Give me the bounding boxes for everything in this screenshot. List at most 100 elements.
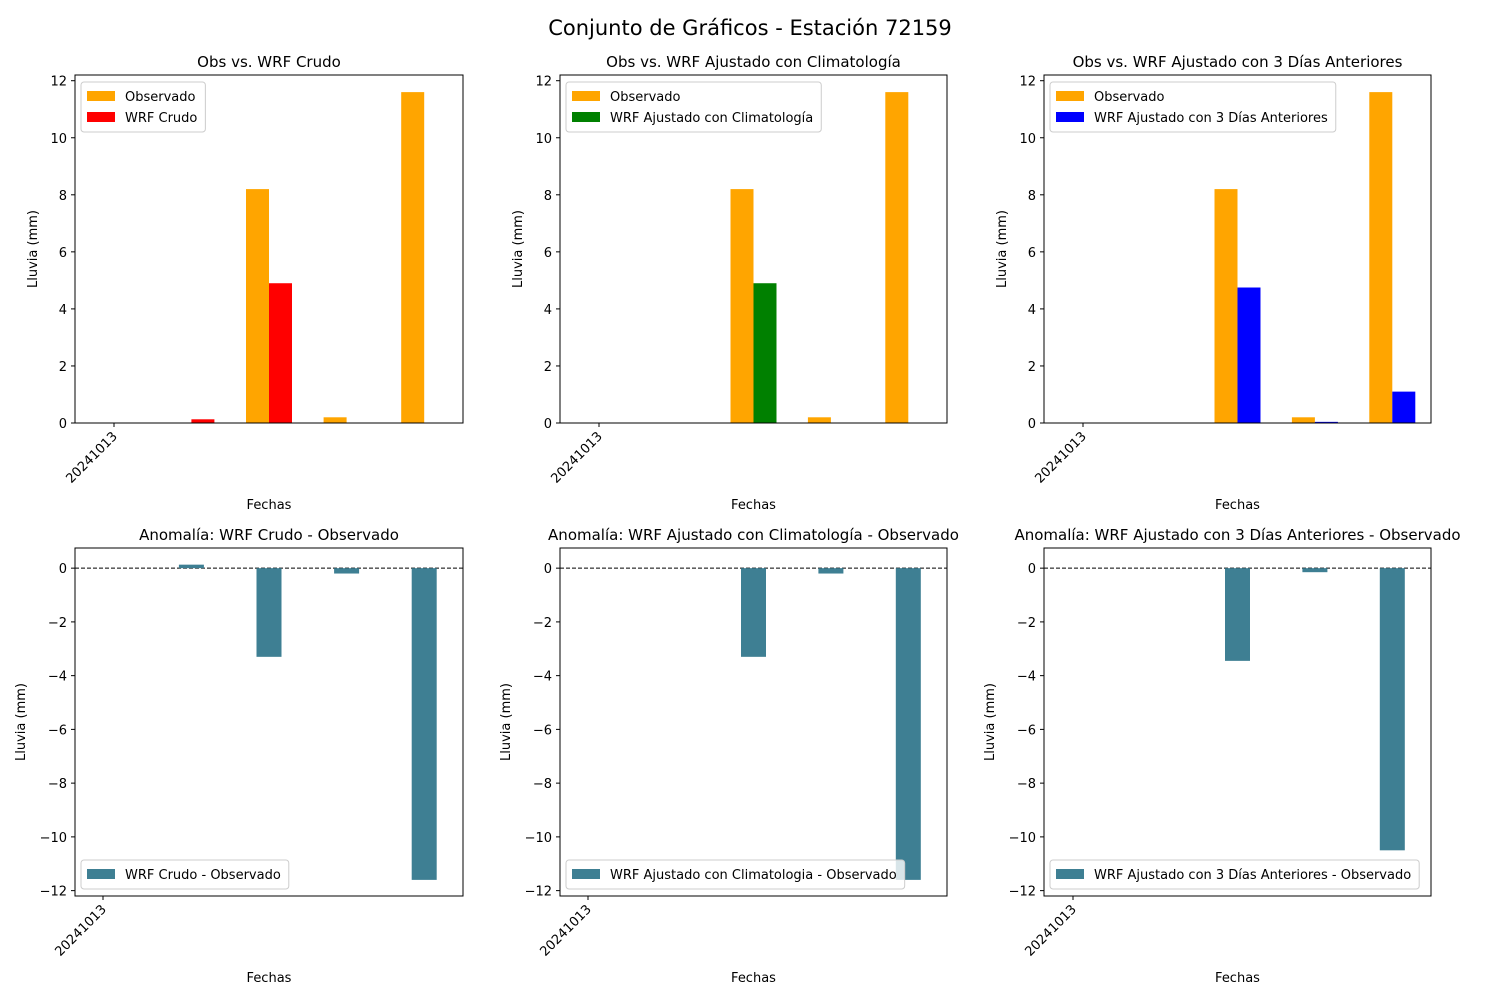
- bar-observado-5: [401, 92, 425, 424]
- legend-swatch: [87, 869, 115, 879]
- x-tick-label: 20241013: [537, 902, 594, 959]
- bar-observado-3: [730, 189, 754, 423]
- bar-wrf-ajustado-con-3-d-as-anteriores-observado-5: [1379, 568, 1405, 851]
- bar-wrf-ajustado-con-3-d-as-anteriores-observado-4: [1302, 568, 1328, 573]
- legend-swatch: [1056, 91, 1084, 101]
- bar-wrf-ajustado-con-3-d-as-anteriores-observado-3: [1225, 568, 1250, 661]
- bar-wrf-crudo-observado-2: [178, 564, 204, 569]
- y-tick-label: −2: [1017, 616, 1036, 631]
- legend-label: WRF Ajustado con Climatología: [610, 111, 813, 126]
- legend: WRF Ajustado con Climatologia - Observad…: [565, 859, 906, 890]
- y-tick-label: 2: [59, 360, 67, 375]
- x-axis-label: Fechas: [247, 498, 292, 513]
- legend: Observado WRF Ajustado con 3 Días Anterio…: [1049, 81, 1337, 133]
- y-tick-label: 8: [544, 189, 552, 204]
- subplot-title: Anomalía: WRF Crudo - Observado: [139, 526, 399, 544]
- legend-swatch: [1056, 869, 1084, 879]
- y-tick-label: −4: [533, 670, 552, 685]
- y-tick-label: −4: [1017, 670, 1036, 685]
- y-tick-label: 8: [59, 189, 67, 204]
- y-tick-label: −6: [1017, 723, 1036, 738]
- legend: Observado WRF Crudo: [80, 81, 206, 133]
- y-tick-label: −2: [533, 616, 552, 631]
- bar-observado-4: [807, 417, 831, 423]
- subplot-3: 0 2 4 6 8 10 12 20241013 Obs vs. WRF Ajustado co…: [995, 53, 1432, 513]
- y-tick-label: −8: [1017, 777, 1036, 792]
- y-tick-label: 8: [1028, 189, 1036, 204]
- bar-observado-4: [1291, 417, 1315, 423]
- legend-label: Observado: [1094, 90, 1165, 105]
- subplot-title: Obs vs. WRF Ajustado con Climatología: [606, 53, 901, 71]
- subplot-title: Obs vs. WRF Ajustado con 3 Días Anterior…: [1073, 53, 1403, 71]
- legend-label: WRF Ajustado con 3 Días Anteriores - Obs…: [1094, 868, 1411, 883]
- bar-wrf-ajustado-con-climatologia-observado-5: [895, 568, 921, 880]
- y-tick-label: −2: [48, 616, 67, 631]
- legend-box: [565, 81, 822, 133]
- y-tick-label: 2: [544, 360, 552, 375]
- legend-box: [565, 859, 906, 890]
- axes-frame: [1043, 74, 1432, 424]
- legend-swatch: [87, 91, 115, 101]
- y-tick-label: −12: [40, 885, 67, 900]
- legend: Observado WRF Ajustado con Climatología: [565, 81, 822, 133]
- x-axis-label: Fechas: [1215, 971, 1260, 986]
- y-axis-label: Lluvia (mm): [511, 210, 526, 288]
- y-tick-label: 10: [535, 132, 552, 147]
- legend-swatch: [572, 869, 600, 879]
- bar-observado-3: [1214, 189, 1238, 423]
- axes-frame: [1043, 547, 1432, 897]
- y-tick-label: 0: [544, 562, 552, 577]
- legend-label: WRF Ajustado con 3 Días Anteriores: [1094, 111, 1328, 126]
- y-tick-label: 0: [1028, 562, 1036, 577]
- y-tick-label: 2: [1028, 360, 1036, 375]
- legend-label: WRF Crudo - Observado: [125, 868, 281, 883]
- legend-box: [80, 859, 290, 890]
- y-tick-label: 12: [1019, 75, 1036, 90]
- subplot-title: Anomalía: WRF Ajustado con 3 Días Anteri…: [1014, 526, 1460, 544]
- legend-swatch: [572, 91, 600, 101]
- y-tick-label: 6: [1028, 246, 1036, 261]
- axes-frame: [74, 74, 464, 424]
- y-tick-label: 0: [59, 562, 67, 577]
- subplot-6: 0 −2 −4 −6 −8 −10 −12 20241013 Anomalía: WRF Aju…: [983, 526, 1461, 986]
- axes-frame: [74, 547, 464, 897]
- legend-label: Observado: [610, 90, 681, 105]
- y-axis-label: Lluvia (mm): [26, 210, 41, 288]
- axes-frame: [559, 547, 948, 897]
- y-tick-label: 12: [535, 75, 552, 90]
- y-axis-label: Lluvia (mm): [14, 683, 29, 761]
- subplot-5: 0 −2 −4 −6 −8 −10 −12 20241013 Anomalía: WRF Aju…: [499, 526, 959, 986]
- y-tick-label: 6: [59, 246, 67, 261]
- bar-observado-5: [885, 92, 909, 424]
- y-tick-label: 0: [59, 417, 67, 432]
- y-tick-label: −8: [533, 777, 552, 792]
- y-tick-label: −8: [48, 777, 67, 792]
- bar-wrf-crudo-observado-5: [411, 568, 437, 880]
- y-tick-label: 4: [1028, 303, 1036, 318]
- legend: WRF Ajustado con 3 Días Anteriores - Obs…: [1049, 859, 1420, 890]
- figure-title: Conjunto de Gráficos - Estación 72159: [548, 16, 952, 40]
- bar-observado-4: [323, 417, 347, 423]
- subplot-2: 0 2 4 6 8 10 12 20241013 Obs vs. WRF Ajustado co…: [511, 53, 948, 513]
- bar-wrf-ajustado-con-climatologia-observado-4: [818, 568, 844, 574]
- legend-swatch: [572, 112, 600, 122]
- y-tick-label: 4: [59, 303, 67, 318]
- bar-wrf-crudo-observado-4: [334, 568, 360, 574]
- bar-observado-3: [246, 189, 269, 423]
- x-axis-label: Fechas: [731, 498, 776, 513]
- bar-wrf-ajustado-con-3-d-as-anteriores-4: [1314, 421, 1338, 423]
- y-tick-label: −6: [48, 723, 67, 738]
- y-tick-label: 12: [50, 75, 67, 90]
- subplot-title: Anomalía: WRF Ajustado con Climatología …: [548, 526, 959, 544]
- legend: WRF Crudo - Observado: [80, 859, 290, 890]
- x-axis-label: Fechas: [247, 971, 292, 986]
- y-axis-label: Lluvia (mm): [995, 210, 1010, 288]
- y-tick-label: −4: [48, 670, 67, 685]
- x-tick-label: 20241013: [63, 429, 120, 486]
- legend-label: Observado: [125, 90, 196, 105]
- x-tick-label: 20241013: [1032, 429, 1089, 486]
- y-tick-label: 4: [544, 303, 552, 318]
- subplot-title: Obs vs. WRF Crudo: [197, 53, 341, 71]
